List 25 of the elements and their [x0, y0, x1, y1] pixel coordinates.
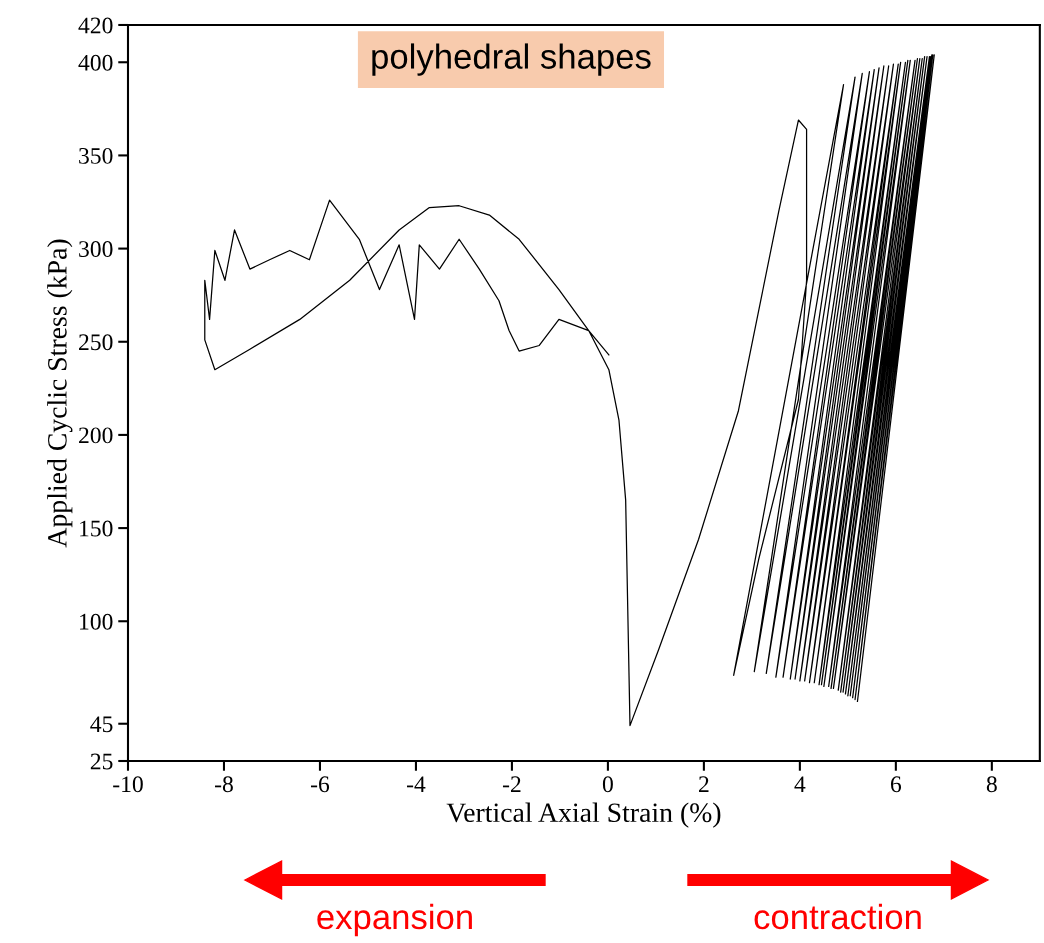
y-tick-label: 300: [79, 241, 113, 258]
y-tick-label: 400: [78, 54, 113, 71]
y-tick-label: 250: [79, 334, 113, 351]
y-tick-label: 100: [80, 613, 113, 630]
text: expansion: [317, 903, 472, 937]
x-tick-label: -8: [215, 776, 233, 793]
x-tick-label: -6: [311, 776, 330, 793]
x-tick-label: 6: [890, 776, 902, 793]
y-tick-label: 150: [80, 520, 113, 537]
annotation: polyhedral shapes: [372, 43, 651, 76]
x-tick-label: -10: [113, 776, 143, 793]
x-tick-label: 0: [602, 776, 613, 793]
x-tick-label: 8: [986, 776, 997, 793]
y-tick-label: 25: [90, 753, 113, 770]
y-tick-label: 420: [78, 17, 113, 34]
y-tick-label: 200: [79, 427, 113, 444]
y-axis-title: Applied Cyclic Stress (kPa): [47, 239, 73, 548]
y-tick-label: 45: [90, 716, 113, 733]
x-axis-title: Vertical Axial Strain (%): [446, 802, 721, 828]
y-tick-label: 350: [79, 147, 113, 164]
text: contraction: [754, 903, 921, 930]
x-tick-label: 2: [699, 776, 709, 792]
x-tick-label: -2: [502, 776, 521, 792]
x-tick-label: 4: [794, 776, 806, 792]
x-tick-label: -4: [406, 776, 426, 792]
